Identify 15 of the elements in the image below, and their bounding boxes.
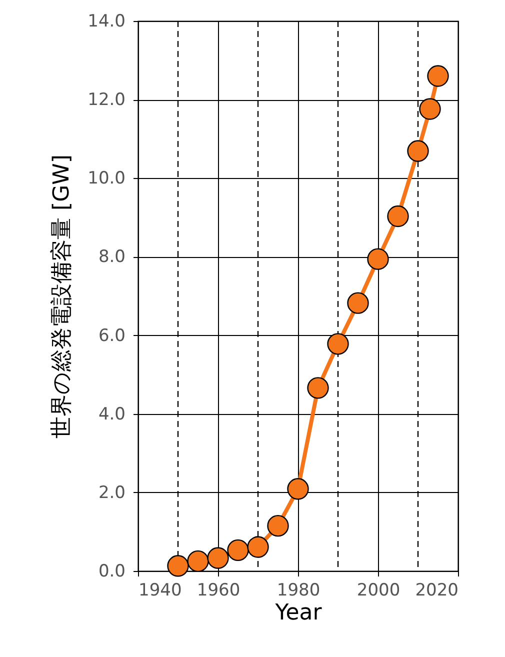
y-tick-label: 4.0 bbox=[98, 404, 126, 424]
y-tick-label: 10.0 bbox=[88, 168, 126, 189]
x-tick-label: 1960 bbox=[196, 580, 240, 600]
y-tick-label: 0.0 bbox=[98, 562, 126, 582]
y-tick-label: 2.0 bbox=[98, 482, 126, 503]
x-tick-label: 1940 bbox=[138, 580, 182, 600]
x-tick-label: 2020 bbox=[415, 580, 458, 600]
x-axis-title: Year bbox=[274, 600, 323, 626]
y-tick-label: 12.0 bbox=[88, 90, 126, 110]
y-axis-title: 世界の総発電設備容量 [GW] bbox=[50, 154, 75, 438]
y-tick-label: 6.0 bbox=[98, 326, 126, 346]
y-tick-label: 8.0 bbox=[98, 247, 126, 268]
x-tick-label: 1980 bbox=[276, 580, 320, 600]
x-tick-label: 2000 bbox=[356, 580, 400, 600]
y-tick-label: 14.0 bbox=[88, 12, 126, 32]
